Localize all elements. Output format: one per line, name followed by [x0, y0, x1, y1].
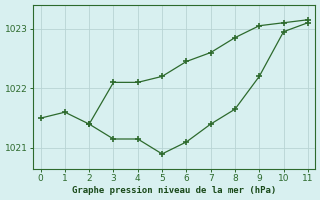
- X-axis label: Graphe pression niveau de la mer (hPa): Graphe pression niveau de la mer (hPa): [72, 186, 276, 195]
